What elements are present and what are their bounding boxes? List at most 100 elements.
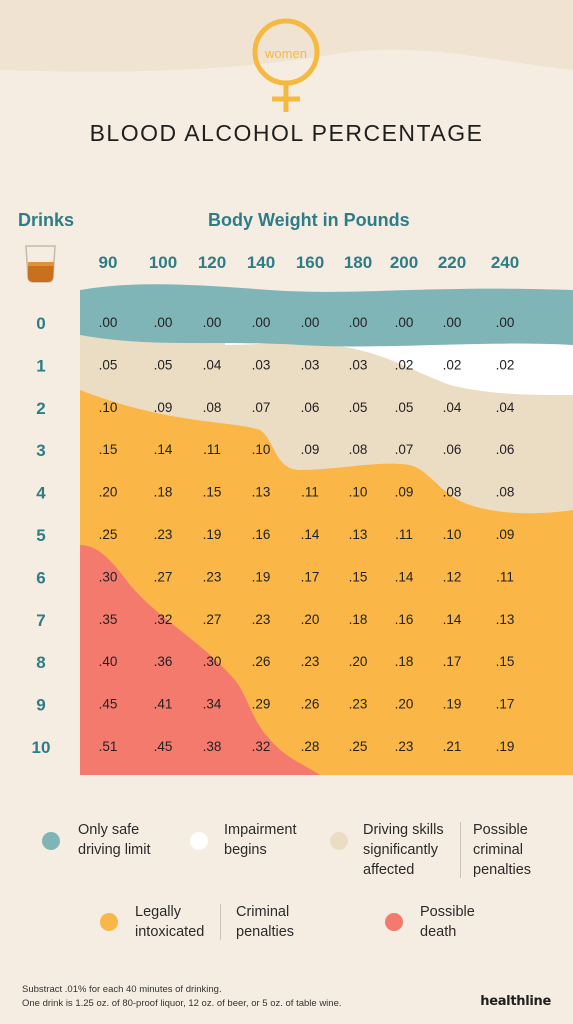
- legend-driving: Driving skills significantly affected: [363, 822, 444, 878]
- bac-cell: .27: [203, 612, 222, 627]
- bac-cell: .11: [496, 569, 514, 584]
- drinks-label-0: 0: [36, 314, 45, 333]
- legend-death: Possible death: [420, 904, 475, 940]
- bac-cell: .13: [252, 485, 271, 500]
- bac-cell: .32: [252, 739, 271, 754]
- bac-cell: .03: [301, 357, 320, 372]
- bac-cell: .17: [496, 697, 515, 712]
- bac-cell: .11: [301, 485, 319, 500]
- bac-cell: .17: [301, 569, 320, 584]
- bac-cell: .29: [252, 697, 271, 712]
- weight-label-90: 90: [99, 253, 118, 272]
- bac-cell: .14: [301, 527, 320, 542]
- legend-possible-criminal: Possible criminal penalties: [473, 822, 532, 878]
- drink-labels: 0 1 2 3 4 5 6 7 8 9 10: [32, 314, 51, 757]
- bac-cell: .45: [154, 739, 173, 754]
- bac-cell: .23: [154, 527, 173, 542]
- bac-cell: .04: [203, 357, 222, 372]
- drinks-label-8: 8: [36, 653, 45, 672]
- zone-death: [80, 545, 320, 775]
- bac-cell: .27: [154, 569, 173, 584]
- drinks-header: Drinks: [18, 210, 75, 230]
- bac-cell: .25: [99, 527, 118, 542]
- bac-cell: .00: [154, 315, 173, 330]
- bac-cell: .08: [496, 485, 515, 500]
- footer-note-2: One drink is 1.25 oz. of 80-proof liquor…: [22, 998, 342, 1009]
- bac-cell: .00: [349, 315, 368, 330]
- drinks-label-10: 10: [32, 738, 51, 757]
- bac-cell: .30: [203, 654, 222, 669]
- bac-cell: .00: [301, 315, 320, 330]
- zone-impairment: [225, 340, 573, 395]
- bac-cell: .19: [496, 739, 515, 754]
- weight-label-220: 220: [438, 253, 466, 272]
- bac-cell: .02: [496, 357, 515, 372]
- bac-cell: .19: [252, 569, 271, 584]
- bac-cell: .07: [395, 442, 414, 457]
- drinks-label-9: 9: [36, 696, 45, 715]
- drinks-label-3: 3: [36, 441, 45, 460]
- legend-dot-intoxicated: [100, 913, 118, 931]
- bac-cell: .10: [99, 400, 118, 415]
- drinks-label-2: 2: [36, 399, 45, 418]
- bac-cell: .25: [349, 739, 368, 754]
- bac-cell: .07: [252, 400, 271, 415]
- weight-label-240: 240: [491, 253, 519, 272]
- bac-cell: .20: [395, 697, 414, 712]
- bac-cell: .40: [99, 654, 118, 669]
- bac-cell: .09: [301, 442, 320, 457]
- bac-cell: .28: [301, 739, 320, 754]
- bac-cell: .15: [496, 654, 515, 669]
- bac-cell: .13: [349, 527, 368, 542]
- bac-cells: .00 .00 .00 .00 .00 .00 .00 .00 .00 .05 .05 .04 .03.…: [99, 315, 515, 754]
- weight-label-100: 100: [149, 253, 177, 272]
- bac-cell: .12: [443, 569, 462, 584]
- bac-cell: .06: [443, 442, 462, 457]
- bac-cell: .05: [349, 400, 368, 415]
- bac-cell: .09: [395, 485, 414, 500]
- weight-label-140: 140: [247, 253, 275, 272]
- legend-impairment: Impairment begins: [224, 822, 297, 858]
- drinks-label-5: 5: [36, 526, 45, 545]
- bac-cell: .38: [203, 739, 222, 754]
- bac-cell: .18: [395, 654, 414, 669]
- legend-safe: Only safe driving limit: [78, 822, 151, 858]
- bac-cell: .23: [203, 569, 222, 584]
- drinks-label-6: 6: [36, 568, 45, 587]
- bac-cell: .19: [203, 527, 222, 542]
- drinks-label-7: 7: [36, 611, 45, 630]
- bac-cell: .06: [496, 442, 515, 457]
- weight-label-120: 120: [198, 253, 226, 272]
- bac-cell: .20: [301, 612, 320, 627]
- bac-cell: .17: [443, 654, 462, 669]
- legend-dot-death: [385, 913, 403, 931]
- bac-cell: .23: [349, 697, 368, 712]
- weight-label-200: 200: [390, 253, 418, 272]
- bac-cell: .23: [301, 654, 320, 669]
- bac-cell: .11: [395, 527, 413, 542]
- bac-cell: .06: [301, 400, 320, 415]
- weight-label-180: 180: [344, 253, 372, 272]
- bac-cell: .35: [99, 612, 118, 627]
- legend-dot-safe: [42, 832, 60, 850]
- bac-cell: .32: [154, 612, 173, 627]
- bac-cell: .00: [496, 315, 515, 330]
- footer-note-1: Substract .01% for each 40 minutes of dr…: [22, 984, 222, 995]
- symbol-label: women: [264, 46, 307, 61]
- female-symbol-icon: women: [252, 18, 320, 112]
- bac-cell: .05: [395, 400, 414, 415]
- bac-cell: .16: [395, 612, 414, 627]
- legend-dot-impairment: [190, 832, 208, 850]
- bac-cell: .05: [99, 357, 118, 372]
- bac-cell: .23: [395, 739, 414, 754]
- bac-cell: .36: [154, 654, 173, 669]
- healthline-logo: healthline: [480, 994, 551, 1009]
- bac-cell: .18: [349, 612, 368, 627]
- bac-cell: .10: [443, 527, 462, 542]
- bac-cell: .03: [252, 357, 271, 372]
- bac-cell: .09: [496, 527, 515, 542]
- bac-cell: .00: [203, 315, 222, 330]
- bac-cell: .00: [99, 315, 118, 330]
- bac-cell: .15: [203, 485, 222, 500]
- bac-cell: .18: [154, 485, 173, 500]
